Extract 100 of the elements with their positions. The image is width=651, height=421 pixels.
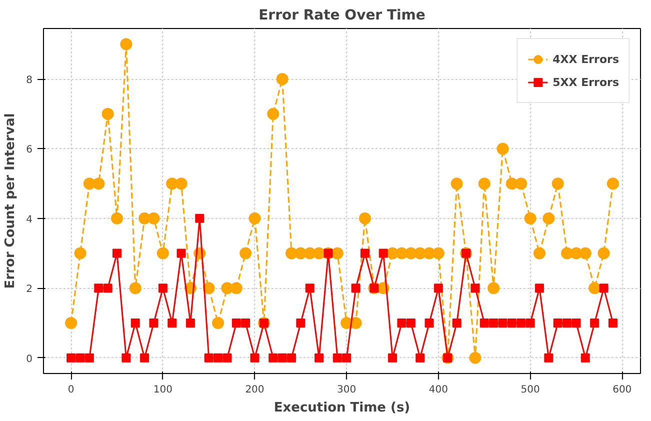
point (516, 318, 526, 328)
point (489, 318, 498, 328)
point (92, 178, 105, 190)
point (129, 282, 142, 294)
point (515, 178, 528, 190)
point (332, 353, 342, 362)
point (478, 178, 490, 190)
legend-label: 5XX Errors (552, 76, 619, 88)
chart-title: Error Rate Over Time (258, 8, 426, 24)
point (416, 353, 425, 362)
point (204, 353, 214, 362)
point (110, 212, 123, 224)
point (432, 247, 444, 260)
point (524, 212, 536, 224)
point (542, 212, 555, 224)
point (424, 318, 434, 328)
point (305, 284, 314, 293)
point (572, 318, 581, 328)
y-tick-label: 0 (26, 354, 33, 365)
point (148, 212, 160, 224)
point (608, 318, 618, 328)
point (470, 284, 480, 293)
point (526, 318, 535, 328)
point (120, 38, 132, 50)
point (360, 248, 370, 258)
point (232, 318, 241, 328)
point (240, 247, 252, 260)
point (378, 248, 388, 258)
point (102, 108, 114, 120)
point (267, 108, 280, 120)
point (480, 318, 489, 328)
x-tick-label: 0 (68, 384, 74, 396)
x-tick-label: 600 (612, 384, 632, 396)
point (351, 284, 360, 293)
point (579, 247, 592, 260)
point (599, 284, 608, 293)
point (186, 318, 195, 328)
point (103, 284, 112, 293)
point (588, 282, 601, 294)
point (276, 73, 288, 86)
point (562, 318, 572, 328)
point (176, 248, 186, 258)
point (122, 353, 131, 362)
point (331, 247, 344, 260)
point (212, 316, 224, 329)
point (388, 353, 398, 362)
point (156, 247, 169, 260)
point (507, 318, 516, 328)
point (222, 353, 232, 362)
point (533, 247, 546, 260)
point (195, 214, 204, 223)
point (230, 282, 242, 294)
point (214, 353, 223, 362)
point (488, 282, 500, 294)
point (544, 353, 554, 362)
point (202, 282, 215, 294)
point (598, 247, 610, 260)
x-tick-label: 200 (245, 384, 264, 396)
y-axis-title: Error Count per Interval (3, 113, 18, 289)
point (66, 353, 76, 362)
point (286, 353, 296, 362)
point (278, 353, 287, 362)
point (65, 316, 78, 329)
point (606, 178, 619, 190)
point (452, 318, 462, 328)
point (149, 318, 158, 328)
x-tick-label: 400 (428, 384, 448, 396)
point (130, 318, 140, 328)
point (140, 353, 150, 362)
point (74, 247, 86, 260)
point (469, 352, 482, 364)
point (496, 142, 509, 155)
point (168, 318, 177, 328)
point (397, 318, 406, 328)
point (350, 316, 362, 329)
point (250, 353, 260, 362)
x-axis-title: Execution Time (s) (274, 400, 410, 416)
point (553, 318, 562, 328)
point (342, 353, 352, 362)
y-tick-label: 6 (26, 144, 33, 156)
x-tick-label: 500 (520, 384, 540, 396)
point (358, 212, 371, 224)
legend-label: 4XX Errors (552, 52, 619, 66)
point (94, 284, 104, 293)
point (112, 248, 122, 258)
point (158, 284, 168, 293)
y-tick-label: 8 (26, 75, 33, 86)
point (248, 212, 261, 224)
point (268, 353, 278, 362)
y-tick-label: 2 (26, 284, 33, 296)
point (552, 178, 564, 190)
point (314, 353, 324, 362)
point (76, 353, 85, 362)
point (241, 318, 250, 328)
point (450, 178, 463, 190)
point (296, 318, 306, 328)
point (434, 284, 443, 293)
point (498, 318, 508, 328)
point (84, 353, 94, 362)
x-tick-label: 300 (337, 384, 356, 396)
